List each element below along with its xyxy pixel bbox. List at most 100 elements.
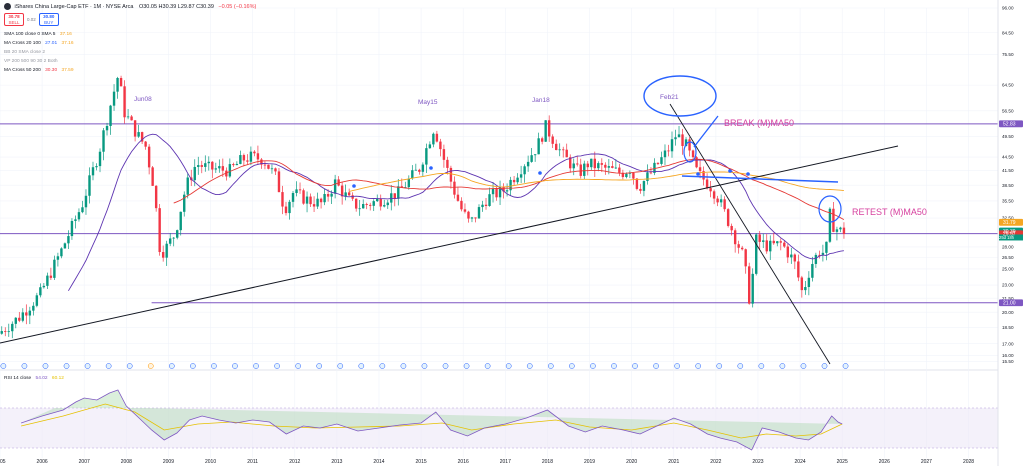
candle-body [695, 157, 698, 168]
rsi-line [20, 389, 843, 451]
candle-body [509, 179, 512, 191]
candle-body [477, 207, 481, 219]
candle-body [246, 160, 249, 162]
dividend-marker [358, 363, 365, 369]
candle-body [828, 208, 832, 242]
dividend-marker [674, 363, 680, 369]
candle-body [81, 207, 84, 213]
candle-body [467, 211, 470, 219]
candle-body [470, 217, 474, 219]
candle-body [298, 189, 302, 191]
dividend-marker [821, 363, 828, 369]
candle-body [635, 178, 639, 189]
candle-body [411, 170, 414, 179]
candle-body [670, 139, 674, 152]
candle-body [14, 317, 17, 324]
candle-body [186, 177, 189, 195]
ma-cross-dot [429, 166, 433, 170]
candle-body [793, 254, 797, 262]
price-tick-label: 32.50 [1002, 216, 1014, 221]
candle-body [656, 162, 660, 164]
candle-body [21, 312, 25, 321]
candle-body [397, 186, 400, 199]
candle-body [260, 159, 263, 165]
candle-body [737, 244, 740, 248]
rsi-signal-line [21, 403, 843, 439]
indicator-legend-0[interactable]: SMA 100 close 0 SMA 5 37.16 [4, 32, 72, 37]
candle-body [681, 134, 684, 147]
break-arrow [693, 115, 719, 148]
candle-body [88, 175, 91, 196]
candle-body [137, 132, 140, 137]
rsi-label: RSI 14 close [4, 376, 32, 381]
candle-body [102, 130, 105, 152]
candle-body [330, 193, 333, 197]
candle-body [74, 219, 77, 221]
ma100-line [349, 171, 844, 192]
candle-body [232, 164, 235, 166]
candle-body [249, 151, 253, 162]
candle-body [667, 150, 670, 152]
dividend-marker [505, 363, 512, 369]
year-tick-label: 2022 [710, 459, 721, 465]
candle-body [484, 204, 488, 206]
candle-body [77, 212, 81, 220]
candle-body [126, 116, 130, 118]
label-jan18: Jan18 [532, 97, 550, 104]
dividend-marker [611, 363, 617, 369]
year-tick-label: 2025 [837, 459, 848, 465]
rsi-legend[interactable]: RSI 14 close 54.02 60.12 [4, 376, 64, 381]
candle-body [32, 305, 35, 311]
candle-body [751, 273, 754, 304]
year-tick-label: 2016 [458, 459, 469, 465]
candle-body [316, 198, 319, 207]
ma20-line [68, 133, 844, 292]
candle-body [600, 163, 604, 165]
buy-label: BUY [44, 19, 54, 25]
candle-body [790, 254, 793, 258]
candle-body [161, 252, 165, 258]
symbol-title[interactable]: iShares China Large-Cap ETF · 1M · NYSE … [14, 3, 134, 10]
indicator-legend-3[interactable]: VP 200 500 90 30 2 Both [4, 59, 58, 64]
candle-body [225, 170, 228, 177]
trend-drawings [0, 75, 899, 365]
candle-body [418, 169, 421, 172]
sell-button[interactable]: 30.78 SELL [4, 13, 24, 26]
year-tick-label: 2026 [879, 459, 890, 465]
blue-neckline [681, 175, 839, 183]
candle-body [842, 227, 846, 234]
price-tick-label: 25.00 [1002, 267, 1014, 272]
indicator-value: 27.01 [45, 41, 58, 46]
dividend-marker [21, 363, 28, 369]
candle-body [193, 166, 196, 181]
candle-body [618, 167, 621, 173]
price-tick-label: 35.50 [1002, 199, 1014, 204]
indicator-legend-2[interactable]: BB 20 SMA close 2 [4, 50, 45, 55]
candle-body [614, 167, 618, 169]
year-tick-label: 2013 [331, 459, 342, 465]
year-tick-label: 2006 [37, 459, 48, 465]
ma-cross-dot [728, 169, 732, 173]
candle-body [663, 150, 667, 158]
candle-body [179, 211, 182, 231]
dividend-marker [379, 363, 386, 369]
candle-body [218, 166, 221, 169]
year-tick-label: 2024 [795, 459, 806, 465]
candle-body [361, 204, 365, 209]
indicator-legend-4[interactable]: MA Cross 50 200 30.30 37.59 [4, 68, 74, 73]
candle-body [797, 261, 800, 278]
buy-button[interactable]: 30.80 BUY [38, 13, 59, 26]
candle-body [765, 240, 768, 252]
candle-body [91, 167, 95, 176]
dividend-marker [126, 363, 133, 369]
candle-body [625, 173, 628, 178]
label-jun08: Jun08 [134, 96, 152, 103]
candle-body [428, 144, 432, 149]
symbol-logo-icon [4, 3, 11, 10]
price-tick-label: 84.50 [1002, 30, 1014, 35]
candle-body [326, 194, 330, 197]
indicator-legend-1[interactable]: MA Cross 20 100 27.01 37.16 [4, 41, 74, 46]
candle-body [95, 166, 98, 168]
candle-body [660, 157, 663, 164]
